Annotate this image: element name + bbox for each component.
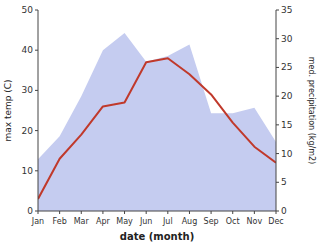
x-tick-label: Mar xyxy=(74,217,90,226)
x-tick-label: May xyxy=(116,217,133,226)
chart: 0 10 20 30 40 50 0 5 10 15 20 25 30 35 Jan Feb Mar Apr May… xyxy=(0,0,318,247)
x-tick-label: Jun xyxy=(139,217,153,226)
x-tick-label: Jan xyxy=(31,217,44,226)
y-axis-line xyxy=(38,10,39,211)
y-tick-label: 10 xyxy=(22,166,34,176)
y-tick xyxy=(35,130,38,131)
y2-tick-label: 20 xyxy=(281,91,293,101)
x-axis-line xyxy=(38,211,276,212)
x-tick xyxy=(276,211,277,214)
y2-tick xyxy=(276,182,279,183)
y-tick-label: 50 xyxy=(22,5,34,15)
y2-axis-line xyxy=(276,10,277,211)
y2-tick xyxy=(276,153,279,154)
x-tick-label: Jul xyxy=(162,217,173,226)
x-tick-label: Oct xyxy=(226,217,240,226)
y-axis-title: max temp (C) xyxy=(3,79,13,141)
y-tick-label: 40 xyxy=(22,45,34,55)
x-tick-label: Apr xyxy=(96,217,111,226)
x-tick-label: Dec xyxy=(268,217,283,226)
y2-axis-title: med. precipitation (kg/m2) xyxy=(307,57,316,164)
y-tick xyxy=(35,10,38,11)
x-tick xyxy=(232,211,233,214)
x-tick xyxy=(38,211,39,214)
y2-tick xyxy=(276,10,279,11)
y2-tick xyxy=(276,96,279,97)
y2-tick-label: 30 xyxy=(281,34,293,44)
y2-tick-label: 0 xyxy=(281,206,287,216)
x-tick xyxy=(146,211,147,214)
y2-tick xyxy=(276,67,279,68)
x-tick-label: Nov xyxy=(247,217,263,226)
x-tick xyxy=(254,211,255,214)
y2-tick xyxy=(276,124,279,125)
temperature-line xyxy=(38,58,276,199)
y-tick xyxy=(35,50,38,51)
x-tick xyxy=(102,211,103,214)
y2-tick-label: 5 xyxy=(281,177,287,187)
y-tick-label: 20 xyxy=(22,126,34,136)
x-tick xyxy=(124,211,125,214)
y-tick-label: 0 xyxy=(27,206,33,216)
x-tick xyxy=(211,211,212,214)
x-axis-title: date (month) xyxy=(120,231,194,242)
y2-tick-label: 25 xyxy=(281,62,292,72)
x-tick-label: Aug xyxy=(182,217,198,226)
y-tick-label: 30 xyxy=(22,85,34,95)
x-tick xyxy=(81,211,82,214)
y-tick xyxy=(35,170,38,171)
y2-tick-label: 10 xyxy=(281,149,293,159)
y2-tick xyxy=(276,38,279,39)
x-tick-label: Sep xyxy=(204,217,219,226)
x-tick-label: Feb xyxy=(53,217,67,226)
plot-area xyxy=(38,33,276,211)
x-tick xyxy=(189,211,190,214)
y-tick xyxy=(35,90,38,91)
y2-tick-label: 35 xyxy=(281,5,292,15)
x-tick xyxy=(167,211,168,214)
precipitation-area xyxy=(38,33,276,211)
y2-tick-label: 15 xyxy=(281,120,292,130)
x-tick xyxy=(59,211,60,214)
